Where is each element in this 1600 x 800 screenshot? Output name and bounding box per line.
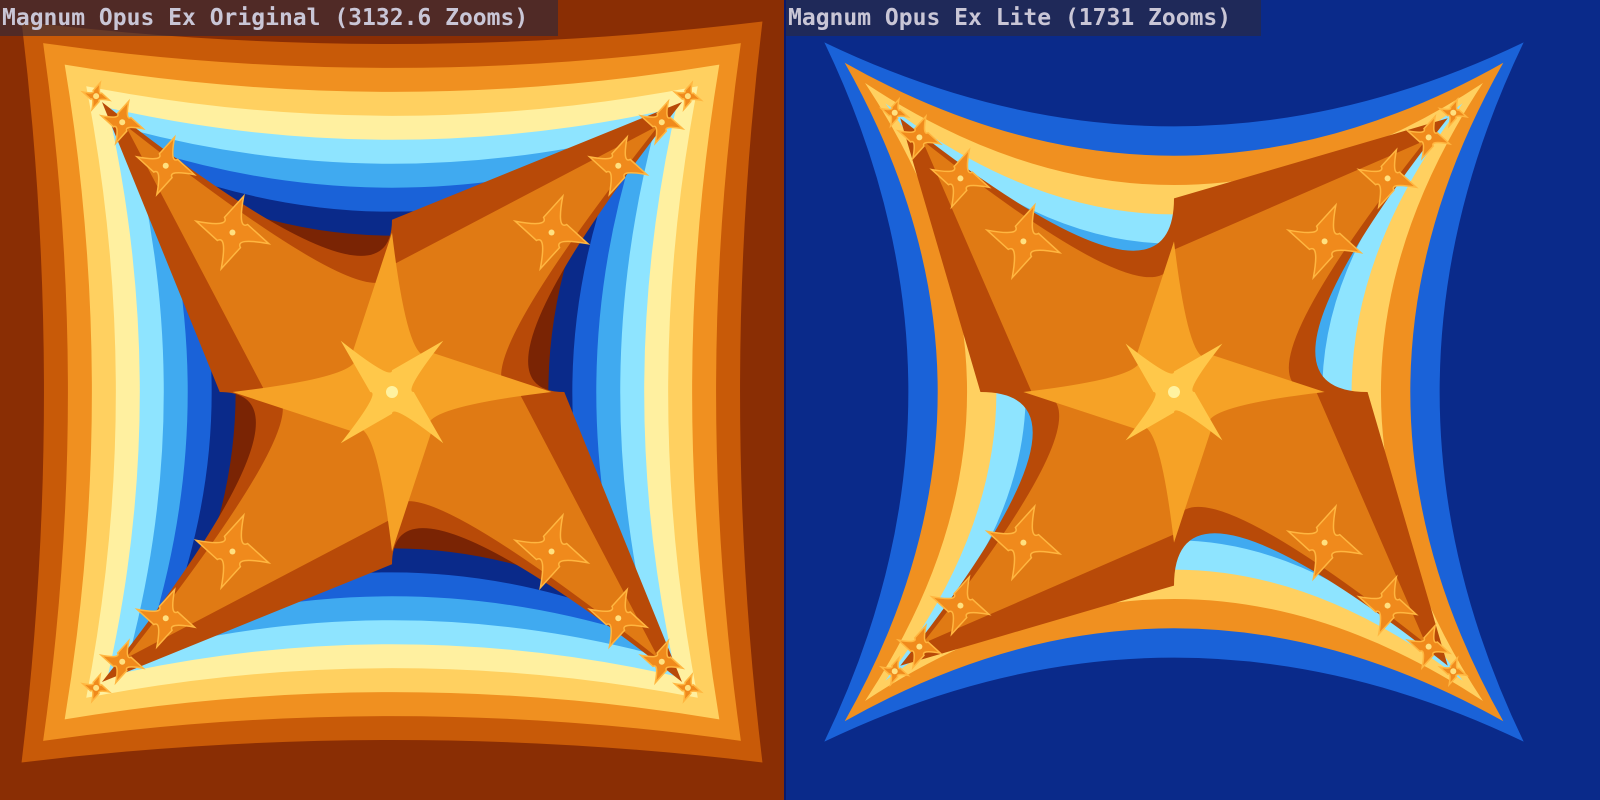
mini-star-center [1450,668,1457,675]
mini-star-center [548,229,555,236]
fractal-center [1168,386,1180,398]
mini-star-center [1020,238,1027,245]
mini-star-center [119,658,126,665]
mini-star-center [916,643,923,650]
mini-star-center [615,162,622,169]
mini-star-center [93,93,100,100]
mini-star-center [162,162,169,169]
mini-star-center [684,684,691,691]
mini-star-center [162,615,169,622]
mini-star-center [684,93,691,100]
mini-star-center [658,658,665,665]
caption: Magnum Opus Ex Original (3132.6 Zooms) [0,0,559,36]
mini-star-center [1425,643,1432,650]
mini-star-center [891,668,898,675]
fractal-image [786,0,1600,800]
mini-star-center [1450,109,1457,116]
mini-star-center [229,548,236,555]
mini-star-center [1384,175,1391,182]
fractal-panel: Magnum Opus Ex Original (3132.6 Zooms) [0,0,784,800]
mini-star-center [548,548,555,555]
mini-star-center [891,109,898,116]
fractal-image [0,0,784,800]
caption: Magnum Opus Ex Lite (1731 Zooms) [786,0,1262,36]
mini-star-center [93,684,100,691]
mini-star-center [658,119,665,126]
mini-star-center [119,119,126,126]
mini-star-center [957,602,964,609]
mini-star-center [1321,539,1328,546]
mini-star-center [615,615,622,622]
fractal-center [386,386,398,398]
mini-star-center [916,134,923,141]
mini-star-center [229,229,236,236]
mini-star-center [957,175,964,182]
mini-star-center [1321,238,1328,245]
mini-star-center [1020,539,1027,546]
mini-star-center [1384,602,1391,609]
mini-star-center [1425,134,1432,141]
fractal-panel: Magnum Opus Ex Lite (1731 Zooms) [786,0,1600,800]
